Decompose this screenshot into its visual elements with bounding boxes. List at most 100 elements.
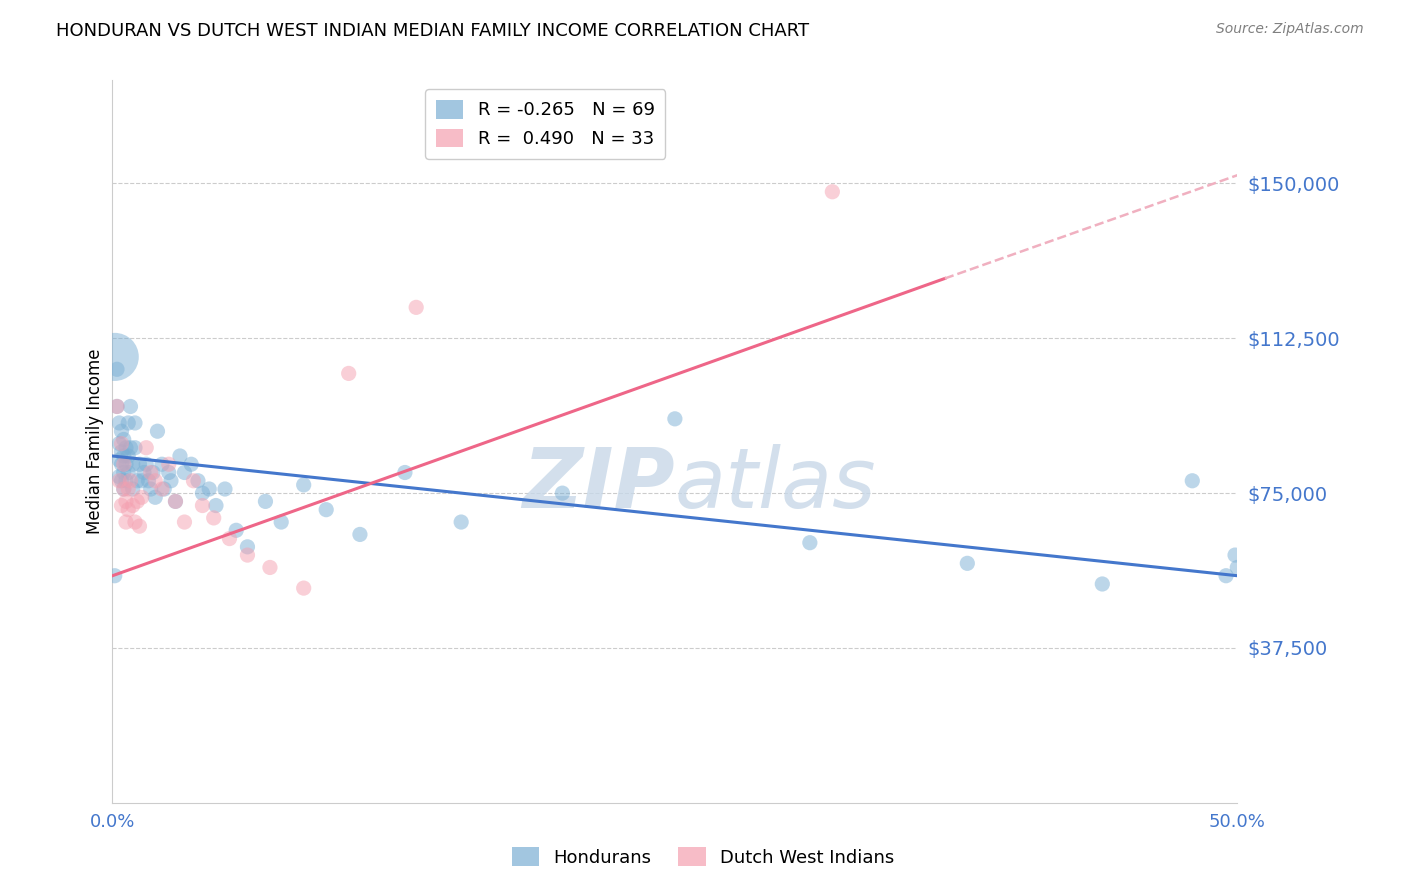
Point: [117, 466, 139, 480]
Point: [225, 524, 247, 538]
Point: [1091, 577, 1114, 591]
Point: [124, 515, 146, 529]
Legend: Hondurans, Dutch West Indians: Hondurans, Dutch West Indians: [505, 840, 901, 874]
Point: [131, 490, 153, 504]
Point: [214, 482, 236, 496]
Point: [956, 557, 979, 571]
Point: [120, 441, 142, 455]
Point: [128, 457, 150, 471]
Point: [160, 474, 183, 488]
Point: [127, 474, 149, 488]
Point: [105, 362, 128, 376]
Text: HONDURAN VS DUTCH WEST INDIAN MEDIAN FAMILY INCOME CORRELATION CHART: HONDURAN VS DUTCH WEST INDIAN MEDIAN FAM…: [56, 22, 810, 40]
Point: [108, 474, 131, 488]
Point: [259, 560, 281, 574]
Point: [135, 441, 157, 455]
Point: [115, 474, 138, 488]
Point: [270, 515, 292, 529]
Point: [157, 457, 180, 471]
Point: [236, 548, 259, 562]
Point: [139, 482, 162, 496]
Point: [110, 436, 132, 450]
Point: [254, 494, 277, 508]
Point: [405, 301, 427, 315]
Point: [121, 499, 143, 513]
Point: [104, 568, 127, 582]
Point: [110, 499, 132, 513]
Point: [664, 412, 686, 426]
Point: [1215, 568, 1237, 582]
Point: [146, 424, 169, 438]
Point: [191, 486, 214, 500]
Point: [202, 511, 225, 525]
Y-axis label: Median Family Income: Median Family Income: [86, 349, 104, 534]
Text: ZIP: ZIP: [522, 444, 675, 525]
Point: [153, 482, 176, 496]
Point: [315, 502, 337, 516]
Point: [110, 474, 132, 488]
Point: [132, 466, 155, 480]
Point: [112, 457, 135, 471]
Point: [165, 494, 187, 508]
Point: [105, 400, 128, 414]
Point: [191, 499, 214, 513]
Point: [1223, 548, 1246, 562]
Point: [1181, 474, 1204, 488]
Point: [108, 469, 131, 483]
Point: [551, 486, 574, 500]
Point: [205, 499, 228, 513]
Point: [112, 482, 135, 496]
Point: [142, 466, 165, 480]
Point: [450, 515, 472, 529]
Point: [105, 400, 128, 414]
Point: [120, 474, 142, 488]
Text: atlas: atlas: [675, 444, 876, 525]
Point: [131, 474, 153, 488]
Point: [349, 527, 371, 541]
Point: [121, 482, 143, 496]
Point: [187, 474, 209, 488]
Point: [117, 482, 139, 496]
Point: [112, 433, 135, 447]
Point: [108, 436, 131, 450]
Point: [117, 416, 139, 430]
Point: [292, 581, 315, 595]
Point: [143, 490, 166, 504]
Point: [143, 474, 166, 488]
Point: [117, 502, 139, 516]
Point: [236, 540, 259, 554]
Point: [112, 466, 135, 480]
Point: [124, 441, 146, 455]
Point: [108, 416, 131, 430]
Text: Source: ZipAtlas.com: Source: ZipAtlas.com: [1216, 22, 1364, 37]
Point: [117, 449, 139, 463]
Point: [135, 457, 157, 471]
Point: [157, 466, 180, 480]
Point: [180, 457, 202, 471]
Point: [127, 494, 149, 508]
Point: [183, 474, 205, 488]
Point: [139, 466, 162, 480]
Point: [115, 457, 138, 471]
Point: [112, 449, 135, 463]
Point: [218, 532, 240, 546]
Point: [108, 453, 131, 467]
Point: [112, 482, 135, 496]
Point: [110, 457, 132, 471]
Point: [173, 466, 195, 480]
Legend: R = -0.265   N = 69, R =  0.490   N = 33: R = -0.265 N = 69, R = 0.490 N = 33: [425, 89, 665, 159]
Point: [169, 449, 191, 463]
Point: [120, 400, 142, 414]
Point: [124, 416, 146, 430]
Point: [110, 445, 132, 459]
Point: [1226, 560, 1249, 574]
Point: [121, 457, 143, 471]
Point: [104, 350, 127, 364]
Point: [128, 519, 150, 533]
Point: [198, 482, 221, 496]
Point: [173, 515, 195, 529]
Point: [138, 474, 160, 488]
Point: [337, 367, 360, 381]
Point: [115, 494, 138, 508]
Point: [110, 424, 132, 438]
